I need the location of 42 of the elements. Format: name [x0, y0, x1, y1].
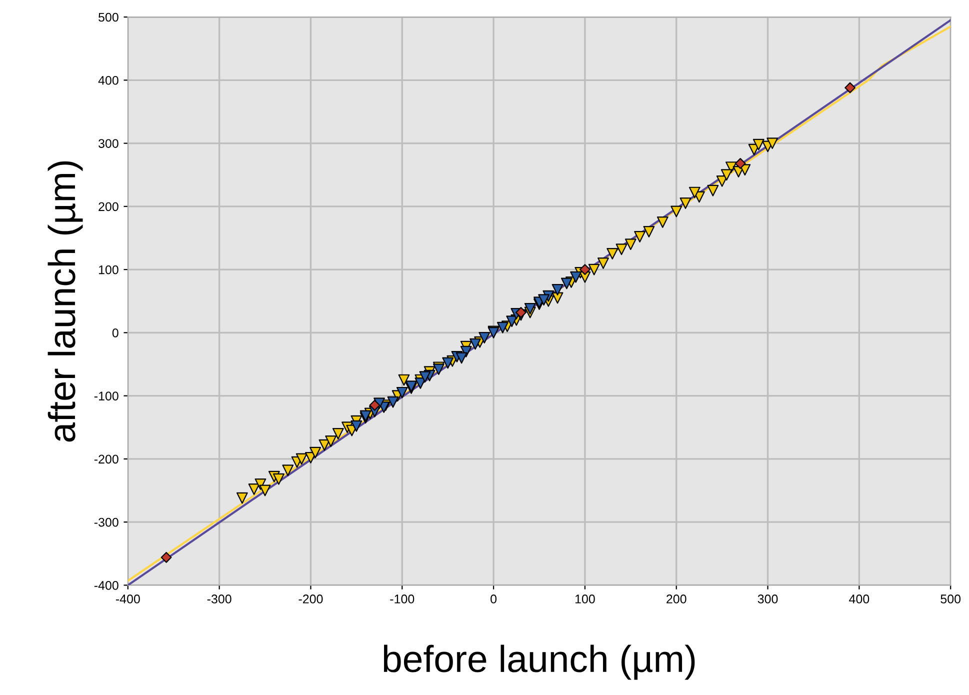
- point: [538, 294, 550, 306]
- point: [478, 332, 490, 344]
- x-tick-label: -400: [116, 594, 140, 604]
- point: [524, 302, 536, 314]
- point: [579, 264, 590, 276]
- y-axis-title: after launch (µm): [48, 161, 83, 442]
- point: [442, 357, 454, 369]
- point: [570, 271, 582, 283]
- x-tick-label: -100: [390, 594, 414, 604]
- y-tick-label: -100: [94, 392, 118, 400]
- point: [516, 307, 526, 318]
- y-tick-label: 500: [98, 12, 118, 22]
- point: [419, 371, 431, 383]
- x-tick-label: 100: [575, 594, 595, 604]
- y-tick-label: 100: [98, 265, 118, 274]
- y-tick-label: -300: [94, 518, 118, 527]
- y-tick-label: 200: [98, 202, 118, 212]
- point: [396, 386, 408, 398]
- point: [470, 338, 481, 350]
- point: [734, 158, 746, 169]
- point: [844, 82, 856, 94]
- point: [387, 396, 399, 408]
- x-tick-label: 0: [490, 594, 497, 604]
- y-tick-label: 0: [112, 328, 118, 338]
- x-axis-title: before launch (µm): [384, 644, 695, 680]
- x-tick-label: 300: [758, 594, 778, 604]
- point: [369, 400, 380, 411]
- x-tick-label: 400: [849, 594, 870, 604]
- y-tick-label: 300: [98, 139, 118, 148]
- x-tick-label: 200: [666, 594, 686, 604]
- point: [552, 284, 564, 296]
- point: [160, 552, 172, 563]
- point: [456, 352, 468, 364]
- x-tick-label: 500: [940, 594, 961, 604]
- y-tick-label: -400: [94, 580, 118, 590]
- point: [560, 278, 572, 290]
- x-tick-label: -200: [298, 594, 323, 604]
- y-tick-label: 400: [98, 76, 118, 85]
- point: [350, 420, 362, 432]
- point: [496, 322, 508, 334]
- x-tick-label: -300: [207, 594, 232, 604]
- y-tick-label: -200: [94, 454, 118, 464]
